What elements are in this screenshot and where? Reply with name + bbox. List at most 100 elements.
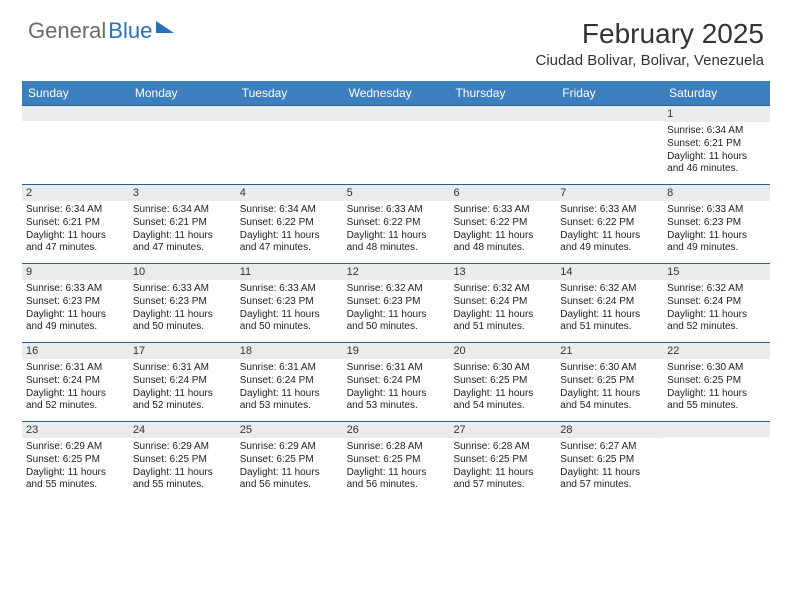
weekday-header-row: Sunday Monday Tuesday Wednesday Thursday… [22,81,770,105]
day-body: Sunrise: 6:32 AMSunset: 6:24 PMDaylight:… [449,280,556,339]
day-text-line: Sunset: 6:23 PM [347,296,446,309]
day-cell: 20Sunrise: 6:30 AMSunset: 6:25 PMDayligh… [449,343,556,421]
day-cell [129,106,236,184]
day-number [663,422,770,437]
day-body: Sunrise: 6:32 AMSunset: 6:23 PMDaylight:… [343,280,450,339]
day-text-line: Sunrise: 6:32 AM [347,283,446,296]
day-text-line: and 51 minutes. [453,321,552,334]
day-body: Sunrise: 6:31 AMSunset: 6:24 PMDaylight:… [343,359,450,418]
day-body: Sunrise: 6:31 AMSunset: 6:24 PMDaylight:… [236,359,343,418]
day-body [663,437,770,445]
calendar: Sunday Monday Tuesday Wednesday Thursday… [22,81,770,500]
day-text-line: Sunrise: 6:33 AM [26,283,125,296]
day-cell: 19Sunrise: 6:31 AMSunset: 6:24 PMDayligh… [343,343,450,421]
weekday-header: Tuesday [236,81,343,105]
day-body: Sunrise: 6:31 AMSunset: 6:24 PMDaylight:… [22,359,129,418]
week-row: 23Sunrise: 6:29 AMSunset: 6:25 PMDayligh… [22,421,770,500]
day-text-line: Daylight: 11 hours [26,388,125,401]
day-number [343,106,450,121]
day-text-line: Daylight: 11 hours [667,230,766,243]
day-cell: 25Sunrise: 6:29 AMSunset: 6:25 PMDayligh… [236,422,343,500]
day-text-line: Daylight: 11 hours [453,230,552,243]
month-title: February 2025 [536,18,764,50]
day-cell: 23Sunrise: 6:29 AMSunset: 6:25 PMDayligh… [22,422,129,500]
day-cell: 3Sunrise: 6:34 AMSunset: 6:21 PMDaylight… [129,185,236,263]
day-text-line: Sunset: 6:23 PM [667,217,766,230]
day-text-line: Daylight: 11 hours [347,309,446,322]
day-text-line: Sunset: 6:24 PM [240,375,339,388]
day-body: Sunrise: 6:34 AMSunset: 6:21 PMDaylight:… [22,201,129,260]
day-cell: 12Sunrise: 6:32 AMSunset: 6:23 PMDayligh… [343,264,450,342]
day-text-line: Sunset: 6:22 PM [347,217,446,230]
title-block: February 2025 Ciudad Bolivar, Bolivar, V… [536,18,764,69]
day-body: Sunrise: 6:32 AMSunset: 6:24 PMDaylight:… [663,280,770,339]
day-number: 18 [236,343,343,359]
day-number: 14 [556,264,663,280]
day-cell: 26Sunrise: 6:28 AMSunset: 6:25 PMDayligh… [343,422,450,500]
day-text-line: Daylight: 11 hours [240,467,339,480]
day-text-line: and 50 minutes. [240,321,339,334]
day-text-line: Sunrise: 6:34 AM [133,204,232,217]
logo-triangle-icon [156,21,174,33]
day-body: Sunrise: 6:33 AMSunset: 6:22 PMDaylight:… [343,201,450,260]
day-text-line: Sunset: 6:25 PM [133,454,232,467]
day-cell: 15Sunrise: 6:32 AMSunset: 6:24 PMDayligh… [663,264,770,342]
day-text-line: Daylight: 11 hours [560,230,659,243]
day-text-line: and 50 minutes. [133,321,232,334]
day-text-line: Sunrise: 6:29 AM [133,441,232,454]
day-text-line: Sunset: 6:25 PM [667,375,766,388]
day-text-line: Daylight: 11 hours [26,230,125,243]
logo-text-blue: Blue [108,18,152,44]
day-text-line: Sunrise: 6:31 AM [133,362,232,375]
day-text-line: and 56 minutes. [240,479,339,492]
day-text-line: Sunset: 6:24 PM [560,296,659,309]
week-row: 2Sunrise: 6:34 AMSunset: 6:21 PMDaylight… [22,184,770,263]
day-text-line: Sunrise: 6:33 AM [347,204,446,217]
day-text-line: Sunrise: 6:34 AM [26,204,125,217]
day-text-line: Daylight: 11 hours [667,309,766,322]
day-body: Sunrise: 6:28 AMSunset: 6:25 PMDaylight:… [343,438,450,497]
day-number [556,106,663,121]
day-body: Sunrise: 6:29 AMSunset: 6:25 PMDaylight:… [236,438,343,497]
day-text-line: Sunset: 6:25 PM [560,375,659,388]
day-text-line: and 49 minutes. [667,242,766,255]
day-text-line: Sunrise: 6:31 AM [26,362,125,375]
day-cell [556,106,663,184]
day-text-line: and 49 minutes. [560,242,659,255]
day-text-line: Sunset: 6:25 PM [26,454,125,467]
day-body [343,121,450,129]
day-body [236,121,343,129]
day-text-line: Sunrise: 6:33 AM [453,204,552,217]
day-text-line: and 49 minutes. [26,321,125,334]
day-text-line: Daylight: 11 hours [667,151,766,164]
day-text-line: Sunrise: 6:33 AM [240,283,339,296]
day-number: 23 [22,422,129,438]
day-number: 28 [556,422,663,438]
day-text-line: Sunset: 6:21 PM [133,217,232,230]
day-text-line: and 53 minutes. [347,400,446,413]
day-cell: 10Sunrise: 6:33 AMSunset: 6:23 PMDayligh… [129,264,236,342]
day-number: 21 [556,343,663,359]
weekday-header: Wednesday [343,81,450,105]
day-text-line: Sunrise: 6:27 AM [560,441,659,454]
weekday-header: Monday [129,81,236,105]
day-cell: 17Sunrise: 6:31 AMSunset: 6:24 PMDayligh… [129,343,236,421]
day-text-line: Daylight: 11 hours [453,467,552,480]
day-number [129,106,236,121]
day-number: 8 [663,185,770,201]
day-body [449,121,556,129]
day-body: Sunrise: 6:30 AMSunset: 6:25 PMDaylight:… [663,359,770,418]
day-text-line: Sunset: 6:23 PM [133,296,232,309]
day-body: Sunrise: 6:30 AMSunset: 6:25 PMDaylight:… [556,359,663,418]
day-text-line: Sunset: 6:21 PM [667,138,766,151]
day-text-line: and 51 minutes. [560,321,659,334]
day-text-line: and 47 minutes. [240,242,339,255]
day-number: 5 [343,185,450,201]
day-body: Sunrise: 6:33 AMSunset: 6:22 PMDaylight:… [449,201,556,260]
day-text-line: Sunset: 6:24 PM [26,375,125,388]
logo-text-gray: General [28,18,106,44]
day-number: 15 [663,264,770,280]
day-body: Sunrise: 6:33 AMSunset: 6:23 PMDaylight:… [663,201,770,260]
day-text-line: and 56 minutes. [347,479,446,492]
day-text-line: Daylight: 11 hours [26,309,125,322]
